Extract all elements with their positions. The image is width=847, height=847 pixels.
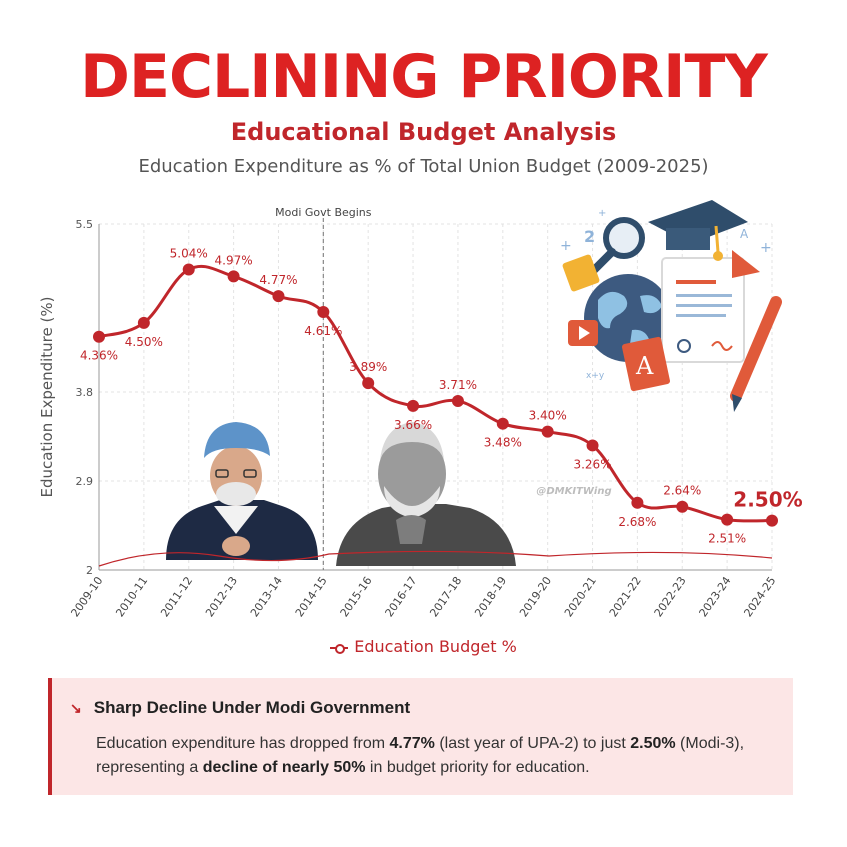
watermark-text: @DMKITWing — [536, 486, 611, 497]
data-point — [631, 496, 644, 509]
data-label: 4.50% — [125, 335, 163, 349]
data-label: 2.51% — [708, 532, 746, 546]
insight-text-part: in budget priority for education. — [365, 759, 590, 776]
y-tick-label: 2.9 — [76, 475, 94, 488]
data-point — [407, 399, 420, 412]
data-label: 3.66% — [394, 418, 432, 432]
data-label: 4.61% — [304, 324, 342, 338]
series-line — [98, 264, 773, 523]
baseline-curve — [98, 550, 773, 567]
data-label: 4.77% — [259, 273, 297, 287]
data-point — [93, 330, 105, 343]
data-point — [766, 514, 778, 527]
x-tick-label: 2012-13 — [203, 574, 240, 619]
insight-text: Education expenditure has dropped from 4… — [96, 732, 786, 780]
x-tick-label: 2010-11 — [113, 574, 150, 619]
page-subtitle: Educational Budget Analysis — [230, 118, 617, 146]
x-tick-label: 2016-17 — [383, 574, 420, 619]
insight-text-part: Education expenditure has dropped from — [96, 735, 390, 752]
data-point — [137, 316, 150, 329]
annotation-label: Modi Govt Begins — [275, 206, 372, 219]
svg-text:A: A — [635, 352, 654, 380]
svg-text:+: + — [598, 208, 606, 219]
insight-text-part: (last year of UPA-2) to just — [434, 735, 631, 752]
education-illustration: A 2 A + + x+y + — [560, 200, 782, 412]
portrait-right-photo — [336, 422, 516, 566]
pen-icon — [730, 296, 782, 402]
legend-line-marker-icon — [330, 643, 349, 654]
book-icon — [562, 254, 600, 292]
page-title: DECLINING PRIORITY — [80, 42, 768, 112]
data-point — [317, 305, 330, 318]
chart-caption: Education Expenditure as % of Total Unio… — [138, 156, 709, 177]
x-tick-label: 2023-24 — [697, 574, 734, 619]
data-point — [676, 500, 689, 513]
x-tick-label: 2021-22 — [607, 574, 644, 619]
data-label: 3.89% — [349, 360, 387, 374]
data-point — [227, 270, 240, 283]
font-card-icon — [622, 336, 670, 392]
data-label: 3.71% — [439, 378, 477, 392]
x-tick-label: 2014-15 — [293, 574, 330, 619]
data-point — [451, 394, 464, 407]
svg-text:x+y: x+y — [586, 371, 605, 381]
data-point — [586, 439, 599, 452]
data-point — [541, 425, 554, 438]
insight-heading: ↘ Sharp Decline Under Modi Government — [70, 698, 410, 718]
data-label: 4.36% — [80, 349, 118, 363]
x-tick-label: 2013-14 — [248, 574, 285, 619]
y-axis-label: Education Expenditure (%) — [38, 297, 56, 498]
insight-highlight: 4.77% — [389, 735, 435, 752]
data-point — [496, 417, 509, 430]
trend-down-icon: ↘ — [70, 700, 82, 716]
data-label: 3.26% — [573, 457, 611, 471]
x-tick-label: 2024-25 — [741, 574, 778, 619]
svg-text:A: A — [740, 227, 749, 241]
data-label: 3.48% — [484, 436, 522, 450]
chart-legend: Education Budget % — [0, 636, 847, 658]
highlight-label: 2.50% — [733, 488, 802, 512]
insight-highlight: decline of nearly 50% — [202, 759, 366, 776]
line-chart: 2 2.9 3.8 5.5 Education Expenditure (%) 2009-… — [38, 200, 803, 619]
data-point — [362, 377, 375, 390]
data-label: 2.68% — [618, 515, 656, 529]
x-tick-label: 2017-18 — [427, 574, 464, 619]
x-tick-label: 2011-12 — [158, 574, 195, 619]
x-tick-label: 2020-21 — [562, 574, 599, 619]
data-point — [721, 513, 734, 526]
data-point — [272, 290, 285, 303]
x-tick-label: 2018-19 — [472, 574, 509, 619]
data-point — [182, 263, 195, 276]
portrait-photos — [166, 422, 516, 566]
x-tick-label: 2019-20 — [517, 574, 554, 619]
svg-text:2: 2 — [584, 227, 595, 246]
data-label: 2.64% — [663, 484, 701, 498]
svg-text:+: + — [560, 238, 572, 254]
legend-label: Education Budget % — [354, 637, 517, 656]
data-label: 5.04% — [170, 246, 208, 260]
portrait-left-photo — [166, 422, 318, 560]
y-tick-label: 5.5 — [76, 218, 94, 231]
x-tick-label: 2015-16 — [338, 574, 375, 619]
plot-area: @DMKITWing 4.36% 4.50% 5.04% 4.97% 4.77% 4.61%… — [80, 246, 803, 567]
x-tick-label: 2022-23 — [652, 574, 689, 619]
y-tick-label: 2 — [86, 564, 93, 577]
insight-highlight: 2.50% — [630, 735, 676, 752]
insight-callout: ↘ Sharp Decline Under Modi Government Edu… — [48, 678, 793, 795]
insight-text-part: (Modi-3), representing a — [96, 735, 745, 776]
svg-text:+: + — [760, 240, 772, 256]
magnifier-icon — [603, 217, 645, 259]
insight-title: Sharp Decline Under Modi Government — [93, 698, 411, 717]
y-tick-label: 3.8 — [76, 386, 94, 399]
data-label: 3.40% — [529, 409, 567, 423]
data-label: 4.97% — [215, 253, 253, 267]
x-tick-label: 2009-10 — [68, 574, 105, 619]
